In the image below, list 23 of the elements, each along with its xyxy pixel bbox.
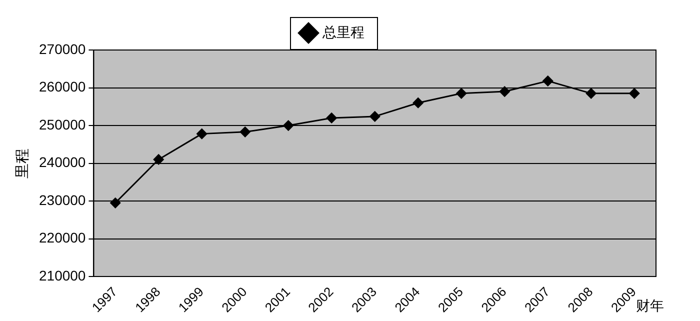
y-axis-title: 里程 <box>14 148 32 178</box>
point <box>196 128 208 140</box>
y-tick-label: 230000 <box>39 192 86 208</box>
point <box>370 111 380 122</box>
point <box>542 76 554 86</box>
y-tick-label: 220000 <box>39 230 86 246</box>
point <box>456 88 467 99</box>
point <box>283 120 294 131</box>
point <box>326 112 337 124</box>
point <box>110 198 121 208</box>
y-tick-label: 210000 <box>39 267 86 284</box>
point <box>629 88 640 99</box>
x-axis-title: 财年 <box>636 297 664 314</box>
point <box>153 154 164 165</box>
point <box>586 88 596 99</box>
y-tick-label: 270000 <box>39 40 86 57</box>
y-tick-label: 250000 <box>39 116 86 132</box>
legend-label: 总里程 <box>322 24 364 40</box>
y-tick-label: 240000 <box>39 154 86 170</box>
point <box>240 126 250 138</box>
point <box>499 86 510 97</box>
point <box>412 98 424 108</box>
y-tick-label: 260000 <box>39 78 86 95</box>
